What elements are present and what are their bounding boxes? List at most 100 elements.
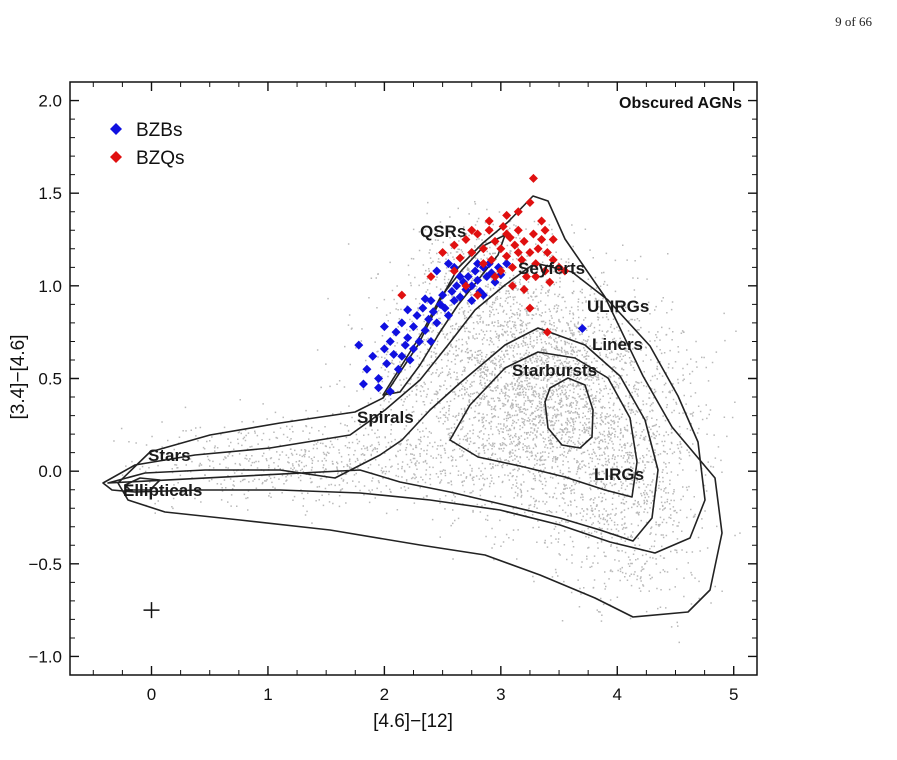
bzqs-point xyxy=(531,259,541,269)
bzbs-point xyxy=(443,310,453,320)
bzbs-point xyxy=(374,383,384,393)
bzbs-point xyxy=(467,281,477,291)
y-axis-label: [3.4]−[4.6] xyxy=(8,334,29,419)
bzqs-point xyxy=(438,247,448,257)
bzbs-point xyxy=(440,303,450,313)
bzbs-point xyxy=(391,327,401,337)
bzbs-point xyxy=(412,310,422,320)
region-label-stars: Stars xyxy=(148,446,191,465)
bzqs-point xyxy=(560,266,570,276)
bzbs-point xyxy=(467,296,477,306)
bzqs-point xyxy=(502,251,512,261)
bzbs-point xyxy=(490,277,500,287)
bzbs-point xyxy=(414,336,424,346)
bzqs-point xyxy=(473,229,483,239)
bzqs-point xyxy=(525,303,535,313)
bzbs-point xyxy=(449,296,459,306)
y-tick-label: 1.0 xyxy=(38,277,62,296)
contour-outer xyxy=(117,195,723,618)
bzqs-point xyxy=(426,272,436,282)
bzbs-point xyxy=(409,344,418,354)
bzbs-point xyxy=(379,344,389,354)
legend-bzbs-label: BZBs xyxy=(136,120,182,141)
bzbs-point xyxy=(428,307,438,317)
region-label-ellipticals: Ellipticals xyxy=(123,481,202,500)
bzqs-point xyxy=(519,236,529,246)
contour-stars-inner xyxy=(124,477,161,491)
bzqs-point xyxy=(484,216,494,226)
bzbs-point xyxy=(478,290,488,300)
bzbs-point xyxy=(362,364,372,374)
bzbs-point xyxy=(470,266,480,276)
bzqs-point xyxy=(490,236,500,246)
bzbs-point xyxy=(426,336,436,346)
bzqs-point xyxy=(507,262,517,272)
axis-ticks: 0 1 2 3 4 5 −1.0 −0.5 0.0 0.5 1.0 1.5 2.0 xyxy=(28,82,757,704)
bzqs-point xyxy=(455,253,465,263)
bzbs-point xyxy=(455,292,465,302)
legend-bzqs-label: BZQs xyxy=(136,148,185,169)
bzqs-point xyxy=(478,244,488,254)
y-tick-label: −1.0 xyxy=(28,647,62,666)
bzbs-point xyxy=(420,294,430,304)
region-label-spirals: Spirals xyxy=(357,408,414,427)
bzbs-point xyxy=(473,275,483,285)
bzbs-point xyxy=(382,359,392,369)
bzqs-point xyxy=(519,285,529,295)
bzqs-point xyxy=(542,247,552,257)
bzqs-point xyxy=(507,281,517,291)
bzbs-point xyxy=(438,290,448,300)
y-tick-label: 0.5 xyxy=(38,370,62,389)
bzbs-point xyxy=(447,286,457,296)
series-bzqs xyxy=(397,173,570,337)
bzbs-point xyxy=(374,374,384,383)
contour-third xyxy=(107,327,659,542)
x-tick-label: 5 xyxy=(729,685,738,704)
page-number: 9 of 66 xyxy=(835,14,872,29)
bzqs-point xyxy=(525,247,535,257)
bzqs-point xyxy=(461,235,471,245)
bzqs-point xyxy=(484,225,494,235)
bzbs-point xyxy=(385,336,395,346)
bzqs-point xyxy=(554,262,564,272)
x-tick-label: 0 xyxy=(147,685,156,704)
x-tick-label: 4 xyxy=(613,685,622,704)
bzbs-point xyxy=(358,379,368,389)
bzqs-point xyxy=(513,225,523,235)
region-label-liners: Liners xyxy=(592,335,643,354)
bzbs-point xyxy=(397,351,407,361)
bzqs-point xyxy=(548,235,558,245)
legend: BZBs BZQs xyxy=(110,120,185,169)
region-label-seyferts: Seyferts xyxy=(518,259,585,278)
bzbs-point xyxy=(577,323,587,333)
bzqs-point xyxy=(548,255,558,265)
region-label-ulirgs: ULIRGs xyxy=(587,297,649,316)
bzqs-point xyxy=(467,225,477,235)
bzqs-point xyxy=(513,247,523,257)
bzqs-point xyxy=(542,327,552,337)
series-bzbs xyxy=(354,259,587,396)
bzqs-point xyxy=(540,225,550,235)
x-tick-label: 1 xyxy=(263,685,272,704)
y-tick-label: 2.0 xyxy=(38,92,62,111)
region-label-qsrs: QSRs xyxy=(420,222,466,241)
bzqs-point xyxy=(528,173,538,183)
x-tick-label: 3 xyxy=(496,685,505,704)
bzbs-point xyxy=(397,318,407,328)
blazar-series xyxy=(354,173,587,396)
bzqs-point xyxy=(513,207,523,217)
bzbs-point xyxy=(389,349,399,359)
bzqs-point xyxy=(502,210,512,220)
bzbs-point xyxy=(400,340,410,350)
bzqs-point xyxy=(531,272,541,282)
bzbs-point xyxy=(502,259,512,269)
annotation-obscured-agns: Obscured AGNs xyxy=(619,95,742,112)
bzbs-point xyxy=(473,259,483,269)
bzqs-point xyxy=(540,266,550,276)
bzbs-point xyxy=(393,364,403,374)
bzbs-point xyxy=(385,386,395,396)
bzqs-point xyxy=(496,266,506,276)
bzqs-point xyxy=(478,259,488,269)
bzqs-point xyxy=(525,197,535,207)
